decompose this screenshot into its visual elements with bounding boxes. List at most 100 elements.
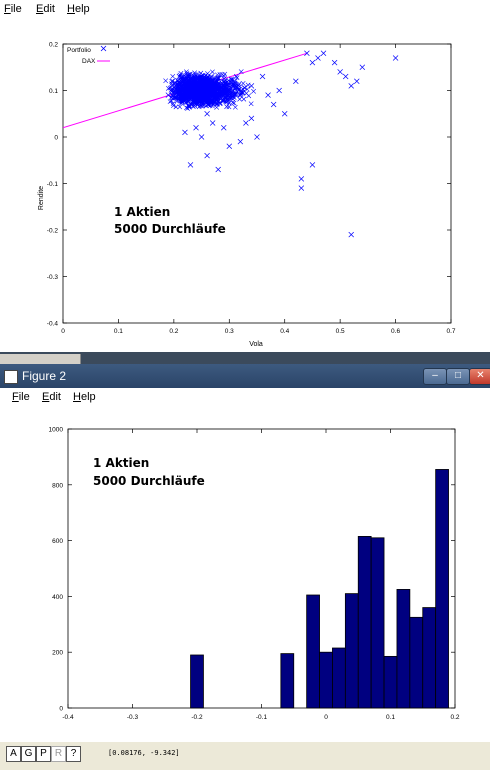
portfolio-point: [354, 78, 360, 84]
portfolio-point: [216, 81, 222, 87]
minimize-button[interactable]: –: [423, 368, 447, 385]
x-tick-label: 0.7: [446, 328, 455, 335]
portfolio-point: [233, 73, 239, 79]
portfolio-point: [243, 120, 249, 126]
portfolio-point: [193, 86, 199, 92]
portfolio-point: [204, 86, 210, 92]
y-tick-label: 400: [52, 594, 63, 601]
portfolio-point: [192, 81, 197, 86]
maximize-button[interactable]: □: [446, 368, 470, 385]
close-button[interactable]: ✕: [469, 368, 490, 385]
scatter-plot: 0 0.1 0.2 0.3 0.4 0.5 0.6 0.7 0.2 0.1 0 -0.1 -0.2 -0.…: [38, 42, 456, 349]
coordinate-readout: [0.08176, -9.342]: [108, 749, 180, 757]
menu-edit[interactable]: Edit: [42, 391, 61, 403]
histogram-bar: [422, 607, 437, 709]
portfolio-point: [192, 75, 198, 81]
portfolio-point: [178, 71, 184, 76]
histogram-plot-area[interactable]: -0.4 -0.3 -0.2 -0.1 0 0.1 0.2 1000 800 600 400 200 0…: [0, 406, 490, 742]
portfolio-point: [239, 90, 245, 95]
x-tick-label: 0.2: [450, 714, 459, 721]
y-tick-label: -0.4: [47, 321, 59, 328]
x-tick-label: -0.4: [62, 714, 74, 721]
toggle-grid-button[interactable]: G: [21, 746, 36, 762]
toggle-axis-button[interactable]: A: [6, 746, 21, 762]
portfolio-point: [265, 92, 271, 98]
window-titlebar[interactable]: Figure 2 – □ ✕: [0, 364, 490, 388]
portfolio-point: [248, 115, 255, 122]
portfolio-point: [320, 50, 327, 57]
portfolio-point: [173, 95, 179, 101]
portfolio-point: [203, 87, 209, 93]
portfolio-point: [238, 69, 244, 75]
legend-dax-label: DAX: [82, 58, 96, 65]
portfolio-point: [207, 92, 212, 98]
plot-frame: [62, 43, 452, 324]
portfolio-point: [188, 92, 194, 98]
portfolio-point: [226, 104, 232, 110]
portfolio-point: [276, 87, 282, 94]
menu-help[interactable]: Help: [67, 3, 90, 15]
portfolio-point: [224, 104, 230, 110]
histogram-bar: [396, 589, 411, 709]
portfolio-point: [189, 100, 195, 106]
y-tick-label: 0.1: [49, 88, 58, 95]
portfolio-point: [348, 83, 354, 89]
portfolio-point: [196, 97, 202, 103]
scatter-plot-area[interactable]: 0 0.1 0.2 0.3 0.4 0.5 0.6 0.7 0.2 0.1 0 -0.1 -0.2 -0.…: [0, 18, 490, 352]
histogram-bar: [190, 654, 204, 709]
portfolio-point: [214, 104, 220, 110]
x-tick-label: 0: [324, 714, 328, 721]
portfolio-point: [281, 111, 288, 117]
histogram-bar: [344, 593, 359, 709]
portfolio-point: [251, 88, 256, 94]
portfolio-point: [212, 77, 218, 82]
menu-edit[interactable]: Edit: [36, 3, 55, 15]
portfolio-point: [198, 70, 204, 76]
portfolio-point: [181, 90, 187, 96]
help-button[interactable]: ?: [66, 746, 81, 762]
histogram-bar: [409, 616, 424, 709]
portfolio-point: [244, 86, 250, 92]
portfolio-point: [198, 89, 203, 95]
portfolio-point: [248, 101, 254, 107]
portfolio-point: [226, 143, 233, 150]
portfolio-point: [184, 71, 190, 76]
y-tick-label: 800: [52, 482, 63, 489]
portfolio-point: [177, 92, 182, 98]
portfolio-point: [227, 79, 233, 85]
histogram-bar: [357, 536, 372, 709]
histogram-bar: [435, 469, 449, 709]
x-tick-label: 0.3: [225, 328, 234, 335]
x-tick-label: 0.5: [336, 328, 345, 335]
portfolio-point: [214, 94, 220, 100]
menu-file[interactable]: File: [12, 391, 30, 403]
histogram-bar: [370, 537, 385, 709]
portfolio-point: [220, 90, 225, 95]
y-tick-label: -0.2: [47, 228, 59, 235]
portfolio-point: [180, 76, 186, 82]
portfolio-point: [180, 81, 186, 87]
portfolio-point: [170, 78, 176, 84]
menu-bar: File Edit Help: [0, 0, 490, 18]
portfolio-point: [210, 69, 215, 75]
portfolio-point: [186, 103, 192, 109]
portfolio-point: [235, 85, 241, 91]
portfolio-point: [309, 162, 316, 168]
portfolio-point: [187, 162, 194, 168]
portfolio-point: [201, 92, 207, 98]
y-tick-label: 600: [52, 538, 63, 545]
rotate-button[interactable]: R: [51, 746, 66, 762]
annotation-line2: 5000 Durchläufe: [93, 474, 205, 488]
portfolio-point: [184, 94, 190, 100]
portfolio-point: [213, 97, 219, 103]
portfolio-point: [237, 96, 243, 102]
portfolio-point: [171, 89, 177, 95]
pan-zoom-button[interactable]: P: [36, 746, 51, 762]
menu-file[interactable]: File: [4, 3, 22, 15]
portfolio-point: [298, 176, 305, 182]
portfolio-point: [192, 100, 198, 106]
portfolio-point: [183, 69, 189, 75]
portfolio-point: [173, 104, 179, 110]
y-tick-label: 200: [52, 650, 63, 657]
menu-help[interactable]: Help: [73, 391, 96, 403]
